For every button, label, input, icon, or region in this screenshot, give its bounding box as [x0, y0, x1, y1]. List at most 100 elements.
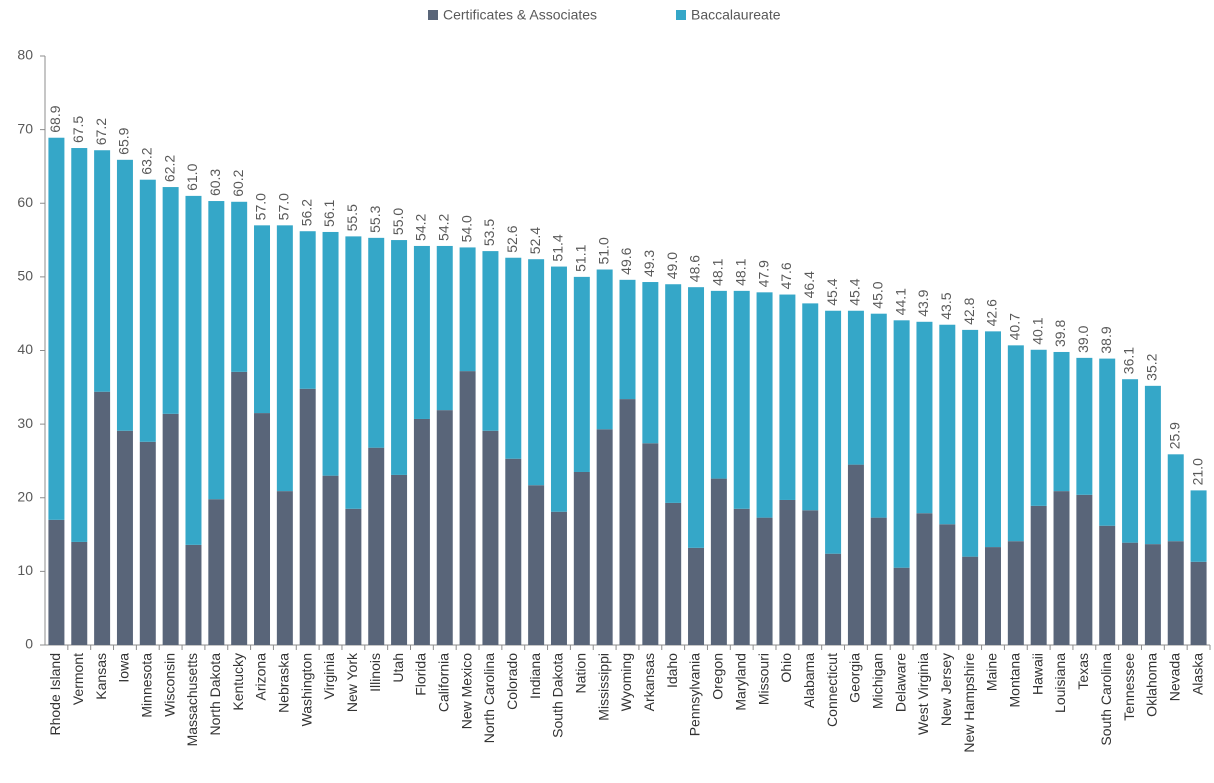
bar-segment — [94, 391, 111, 645]
total-label: 67.5 — [70, 116, 86, 143]
total-label: 35.2 — [1144, 353, 1160, 380]
bar-segment — [368, 447, 385, 645]
bar-segment — [939, 324, 956, 525]
total-label: 65.9 — [116, 127, 132, 154]
total-label: 49.0 — [664, 252, 680, 279]
x-tick-label: Wyoming — [618, 653, 634, 711]
bar-segment — [802, 510, 819, 645]
total-label: 68.9 — [47, 105, 63, 132]
bar-segment — [391, 474, 408, 645]
y-tick-label: 50 — [17, 268, 33, 284]
bar-segment — [573, 276, 590, 472]
bar-segment — [436, 245, 453, 411]
x-tick-label: Tennessee — [1121, 653, 1137, 721]
bar-segment — [893, 567, 910, 645]
total-label: 25.9 — [1166, 422, 1182, 449]
x-tick-label: Arkansas — [641, 653, 657, 711]
x-tick-label: Idaho — [664, 653, 680, 688]
bar-segment — [779, 294, 796, 500]
bar-segment — [756, 292, 773, 518]
bar-segment — [847, 310, 864, 465]
total-label: 51.4 — [550, 234, 566, 261]
bar-segment — [596, 269, 613, 430]
x-tick-label: Minnesota — [138, 653, 154, 718]
bar-segment — [71, 541, 88, 645]
x-tick-label: Utah — [390, 653, 406, 683]
bar-segment — [962, 329, 979, 557]
total-label: 54.2 — [413, 213, 429, 240]
bar-segment — [939, 524, 956, 645]
x-tick-label: Pennsylvania — [687, 653, 703, 736]
total-label: 43.5 — [938, 292, 954, 319]
bar-segment — [710, 290, 727, 479]
bar-segment — [345, 236, 362, 509]
bar-segment — [962, 556, 979, 645]
x-tick-label: Nation — [573, 653, 589, 693]
bar-segment — [1144, 385, 1161, 545]
total-label: 36.1 — [1121, 347, 1137, 374]
y-tick-label: 40 — [17, 341, 33, 357]
x-tick-label: Massachusetts — [184, 653, 200, 746]
bar-segment — [1030, 349, 1047, 506]
x-tick-label: California — [435, 653, 451, 712]
bar-segment — [482, 430, 499, 645]
total-label: 39.8 — [1052, 320, 1068, 347]
bar-segment — [733, 508, 750, 645]
bar-segment — [254, 413, 271, 645]
bar-segment — [825, 553, 842, 645]
bar-segment — [459, 371, 476, 645]
legend-swatch — [428, 10, 438, 20]
bar-segment — [185, 195, 202, 545]
bar-segment — [1122, 379, 1139, 543]
total-label: 42.6 — [984, 299, 1000, 326]
bar-segment — [299, 388, 316, 645]
total-label: 61.0 — [184, 163, 200, 190]
bar-segment — [299, 231, 316, 389]
bar-segment — [665, 284, 682, 503]
bar-segment — [550, 266, 567, 512]
bar-segment — [482, 251, 499, 431]
x-tick-label: North Carolina — [481, 653, 497, 743]
x-tick-label: Montana — [1007, 653, 1023, 708]
bar-segment — [688, 287, 705, 548]
bar-segment — [916, 321, 933, 514]
bar-segment — [254, 225, 271, 414]
bar-segment — [48, 137, 65, 520]
total-label: 42.8 — [961, 297, 977, 324]
bar-segment — [847, 464, 864, 645]
x-tick-label: Virginia — [321, 653, 337, 700]
bar-segment — [733, 290, 750, 509]
bar-segment — [71, 148, 88, 542]
bar-segment — [1144, 544, 1161, 645]
total-label: 38.9 — [1098, 326, 1114, 353]
total-label: 56.1 — [321, 200, 337, 227]
bar-segment — [1053, 491, 1070, 645]
bar-segment — [984, 331, 1001, 548]
bar-segment — [1007, 345, 1024, 542]
bar-segment — [436, 410, 453, 645]
y-tick-label: 10 — [17, 562, 33, 578]
x-tick-label: Hawaii — [1029, 653, 1045, 695]
total-label: 67.2 — [93, 118, 109, 145]
x-tick-label: South Dakota — [550, 653, 566, 738]
x-tick-label: Kentucky — [230, 653, 246, 711]
bar-segment — [459, 247, 476, 372]
x-tick-label: Delaware — [892, 653, 908, 712]
total-label: 40.1 — [1029, 317, 1045, 344]
bar-segment — [893, 320, 910, 568]
total-label: 49.3 — [641, 250, 657, 277]
bar-segment — [208, 201, 225, 500]
x-tick-label: Oregon — [710, 653, 726, 700]
total-label: 60.3 — [207, 169, 223, 196]
bar-segment — [1076, 494, 1093, 645]
bar-segment — [276, 491, 293, 645]
total-label: 56.2 — [298, 199, 314, 226]
bar-segment — [528, 485, 545, 645]
total-label: 51.1 — [573, 244, 589, 271]
bar-segment — [322, 231, 339, 476]
bar-segment — [505, 458, 522, 645]
bar-segment — [573, 471, 590, 645]
bar-segment — [1030, 505, 1047, 645]
bar-segment — [116, 159, 133, 431]
